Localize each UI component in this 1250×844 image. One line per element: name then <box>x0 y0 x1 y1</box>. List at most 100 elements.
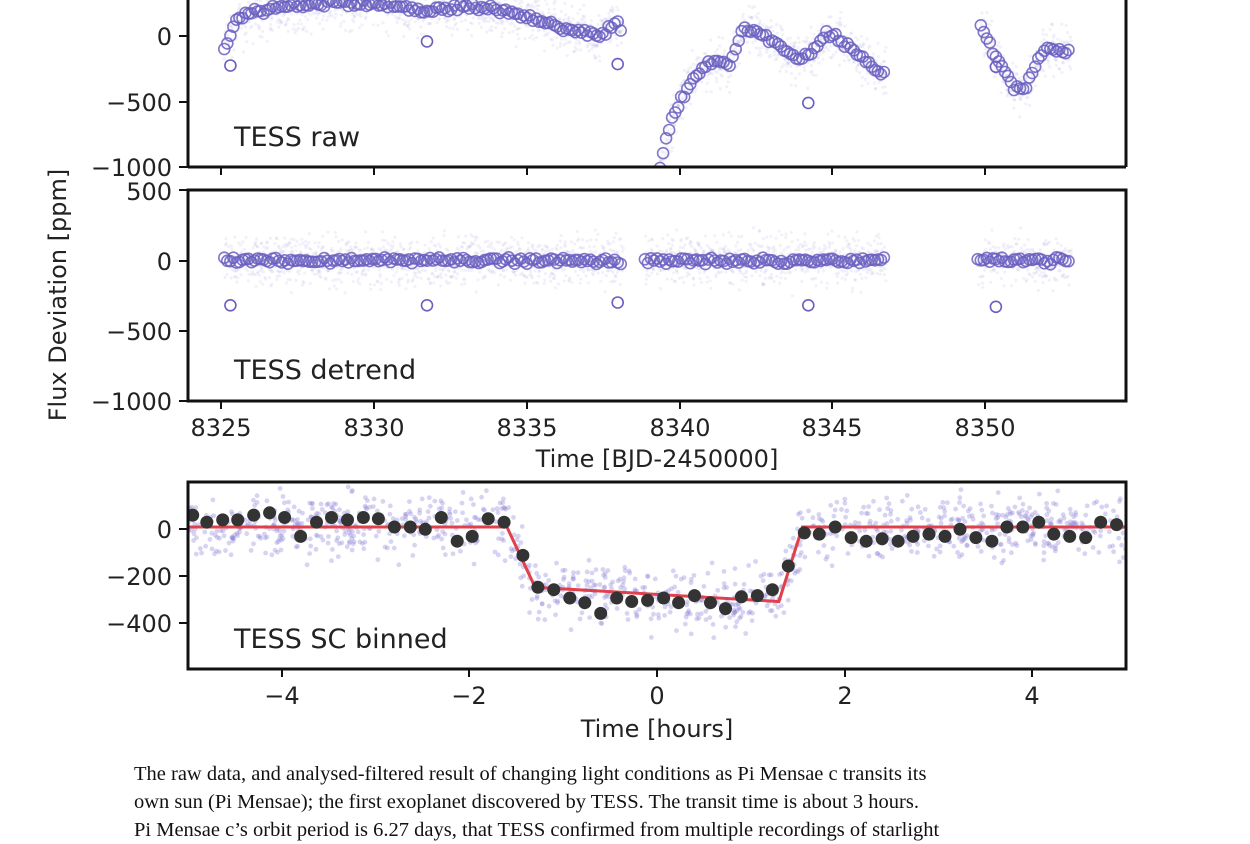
raw-point <box>1066 31 1069 34</box>
raw-point <box>811 70 814 73</box>
detrend-point <box>769 235 772 238</box>
detrend-transit-point <box>990 301 1001 312</box>
binned-raw-point <box>706 571 711 576</box>
raw-point <box>452 27 455 30</box>
detrend-point <box>851 287 854 290</box>
binned-raw-point <box>1021 502 1026 507</box>
binned-raw-point <box>460 501 465 506</box>
detrend-point <box>977 283 980 286</box>
detrend-point <box>876 242 879 245</box>
detrend-point <box>1067 283 1070 286</box>
detrend-point <box>428 247 431 250</box>
raw-point <box>576 12 579 15</box>
detrend-point <box>873 239 876 242</box>
raw-point <box>494 26 497 29</box>
detrend-point <box>526 275 529 278</box>
detrend-panel: 500 0 −500 −1000 8325 8330 8335 8340 834… <box>91 178 1126 473</box>
detrend-point <box>510 245 513 248</box>
raw-point <box>269 23 272 26</box>
raw-point <box>731 57 734 60</box>
detrend-point <box>1003 247 1006 250</box>
detrend-point <box>559 239 562 242</box>
raw-point <box>543 29 546 32</box>
detrend-point <box>801 267 804 270</box>
detrend-point <box>622 247 625 250</box>
detrend-xtick: 8325 <box>190 401 251 442</box>
binned-raw-point <box>951 544 956 549</box>
raw-point <box>1048 65 1051 68</box>
detrend-point <box>431 272 434 275</box>
detrend-point <box>264 278 267 281</box>
detrend-point <box>548 275 551 278</box>
binned-raw-point <box>214 529 219 534</box>
detrend-point <box>605 274 608 277</box>
raw-point <box>727 80 730 83</box>
raw-point <box>503 27 506 30</box>
raw-point <box>710 90 713 93</box>
detrend-point <box>421 269 424 272</box>
detrend-point <box>1022 277 1025 280</box>
raw-point <box>537 4 540 7</box>
raw-point <box>860 35 863 38</box>
detrend-point <box>837 235 840 238</box>
binned-raw-point <box>361 532 366 537</box>
detrend-point <box>448 270 451 273</box>
raw-point <box>738 62 741 65</box>
raw-point <box>306 18 309 21</box>
detrend-point <box>981 282 984 285</box>
binned-raw-point <box>811 515 816 520</box>
raw-point <box>798 41 801 44</box>
detrend-ytick-label: −1000 <box>91 388 172 416</box>
detrend-point <box>784 277 787 280</box>
detrend-point <box>857 239 860 242</box>
detrend-point <box>348 240 351 243</box>
raw-point <box>838 64 841 67</box>
detrend-point <box>674 280 677 283</box>
raw-point <box>839 11 842 14</box>
detrend-point <box>384 239 387 242</box>
detrend-point <box>268 276 271 279</box>
detrend-point <box>805 244 808 247</box>
raw-point <box>876 42 879 45</box>
detrend-point <box>379 275 382 278</box>
detrend-point <box>486 240 489 243</box>
detrend-point <box>367 268 370 271</box>
detrend-point <box>239 273 242 276</box>
binned-raw-point <box>553 612 558 617</box>
binned-raw-point <box>633 577 638 582</box>
detrend-point <box>340 281 343 284</box>
binned-raw-point <box>426 509 431 514</box>
raw-point <box>598 55 601 58</box>
raw-point <box>747 5 750 8</box>
detrend-point <box>582 246 585 249</box>
detrend-point <box>402 248 405 251</box>
raw-point <box>504 0 507 1</box>
detrend-point <box>589 238 592 241</box>
raw-point <box>861 76 864 79</box>
raw-point <box>725 85 728 88</box>
raw-transit-point <box>612 59 623 70</box>
raw-point <box>728 91 731 94</box>
raw-point <box>860 84 863 87</box>
raw-point <box>296 22 299 25</box>
raw-point <box>848 58 851 61</box>
binned-raw-point <box>875 528 880 533</box>
detrend-point <box>836 282 839 285</box>
detrend-point <box>644 283 647 286</box>
raw-point <box>692 63 695 66</box>
detrend-point <box>247 279 250 282</box>
raw-point <box>359 12 362 15</box>
raw-point <box>466 28 469 31</box>
detrend-point <box>364 272 367 275</box>
detrend-point <box>376 280 379 283</box>
binned-raw-point <box>702 584 707 589</box>
raw-point <box>1058 68 1061 71</box>
binned-raw-point <box>326 534 331 539</box>
detrend-point <box>608 242 611 245</box>
binned-raw-point <box>846 551 851 556</box>
detrend-point <box>754 270 757 273</box>
raw-point <box>523 37 526 40</box>
raw-point <box>232 48 235 51</box>
raw-point <box>322 27 325 30</box>
raw-point <box>277 26 280 29</box>
